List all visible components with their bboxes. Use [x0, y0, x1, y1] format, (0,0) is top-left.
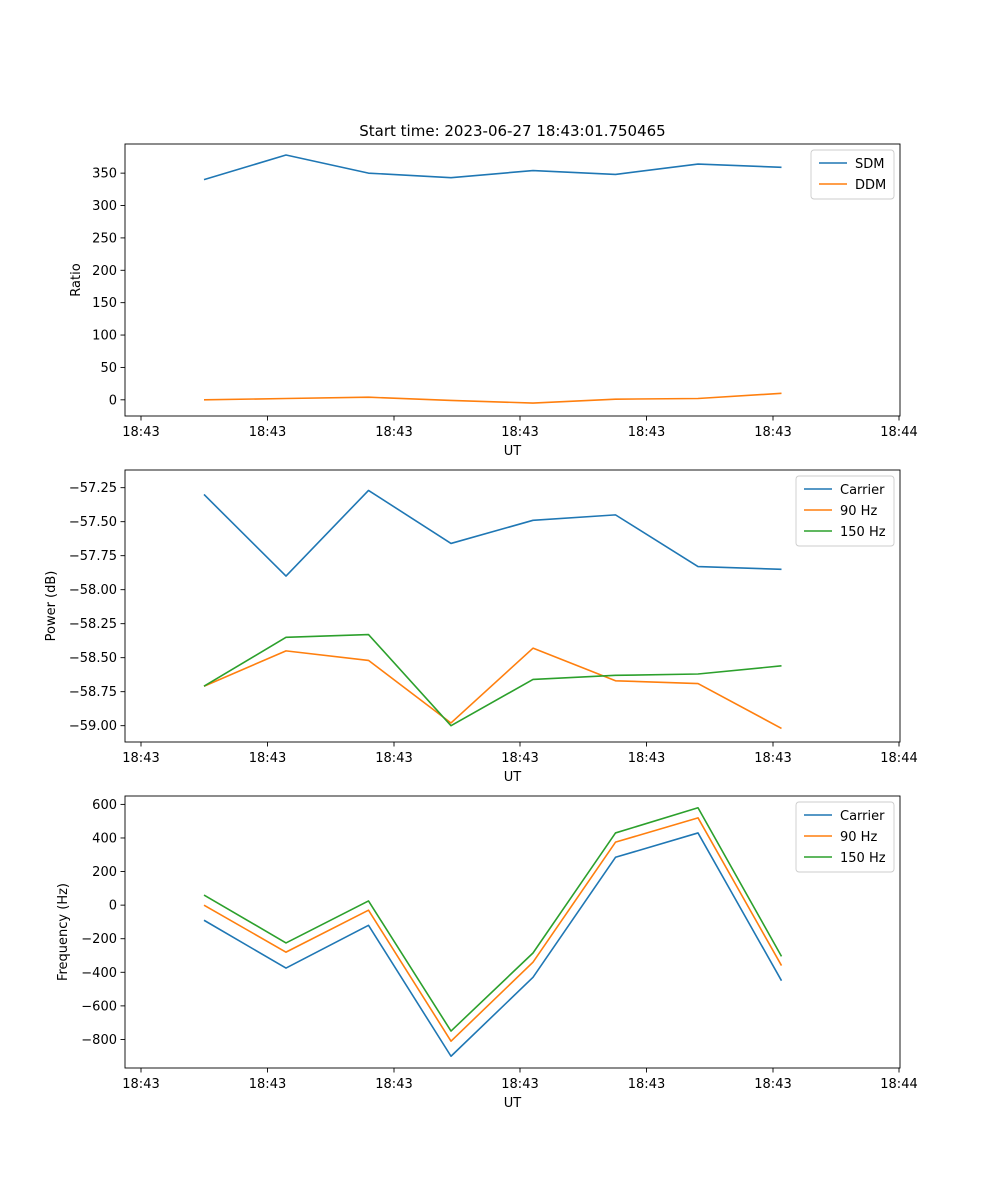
legend: Carrier 90 Hz 150 Hz — [795, 475, 895, 547]
x-tick-label: 18:44 — [880, 1077, 917, 1092]
axes-frame — [124, 143, 901, 417]
x-tick-label: 18:44 — [880, 751, 917, 766]
x-tick-label: 18:43 — [501, 1077, 538, 1092]
y-tick-label: 50 — [100, 361, 117, 376]
legend-label: 150 Hz — [840, 851, 886, 866]
series-line-2 — [203, 817, 783, 1042]
x-tick-label: 18:43 — [628, 1077, 665, 1092]
legend-label: 90 Hz — [840, 830, 877, 845]
x-tick-label: 18:43 — [501, 751, 538, 766]
x-tick-label: 18:43 — [375, 425, 412, 440]
y-tick-label: −800 — [81, 1033, 117, 1048]
x-tick-label: 18:43 — [122, 751, 159, 766]
series-line-3 — [203, 633, 782, 727]
x-axis-label: UT — [504, 1096, 522, 1111]
x-tick-label: 18:43 — [628, 751, 665, 766]
y-tick-label: −58.00 — [69, 583, 117, 598]
chart-panel-3: −800 −600 −400 −200 0 200 400 600 18:43 18:43 18:4… — [56, 795, 918, 1111]
legend-label: SDM — [855, 157, 884, 172]
x-tick-label: 18:43 — [628, 425, 665, 440]
figure-title: Start time: 2023-06-27 18:43:01.750465 — [359, 122, 665, 140]
series-line-3 — [203, 806, 783, 1032]
y-tick-label: 600 — [92, 798, 117, 813]
x-tick-label: 18:43 — [375, 751, 412, 766]
y-tick-label: 0 — [109, 899, 117, 914]
series-line-1 — [203, 832, 783, 1058]
x-axis-label: UT — [504, 444, 522, 459]
x-axis-label: UT — [504, 770, 522, 785]
y-tick-label: −200 — [81, 932, 117, 947]
y-tick-label: 0 — [109, 393, 117, 408]
y-tick-label: −57.25 — [69, 481, 117, 496]
series-line-2 — [203, 392, 782, 404]
y-tick-label: 100 — [92, 329, 117, 344]
x-tick-label: 18:43 — [754, 1077, 791, 1092]
x-tick-label: 18:43 — [249, 751, 286, 766]
chart-panel-1: 0 50 100 150 200 250 300 350 18:43 18:43 18:43 18:4… — [69, 143, 918, 459]
legend-label: 90 Hz — [840, 504, 877, 519]
y-tick-label: −58.25 — [69, 617, 117, 632]
x-tick-label: 18:43 — [249, 425, 286, 440]
x-tick-label: 18:43 — [754, 425, 791, 440]
y-tick-label: −57.50 — [69, 515, 117, 530]
x-tick-label: 18:43 — [754, 751, 791, 766]
legend-label: Carrier — [840, 809, 885, 824]
x-tick-label: 18:44 — [880, 425, 917, 440]
legend-label: DDM — [855, 178, 886, 193]
x-tick-label: 18:43 — [122, 425, 159, 440]
legend: Carrier 90 Hz 150 Hz — [795, 801, 895, 873]
x-tick-label: 18:43 — [249, 1077, 286, 1092]
y-tick-label: −59.00 — [69, 719, 117, 734]
y-tick-label: −57.75 — [69, 549, 117, 564]
y-tick-label: 200 — [92, 264, 117, 279]
legend-box — [795, 475, 895, 547]
y-tick-label: 300 — [92, 199, 117, 214]
legend-box — [795, 801, 895, 873]
y-axis-label: Frequency (Hz) — [56, 883, 71, 981]
y-tick-label: −600 — [81, 999, 117, 1014]
series-line-1 — [203, 154, 782, 181]
series-line-2 — [203, 647, 782, 730]
y-tick-label: 200 — [92, 865, 117, 880]
y-tick-label: −58.75 — [69, 685, 117, 700]
y-tick-label: 400 — [92, 831, 117, 846]
y-tick-label: −400 — [81, 966, 117, 981]
x-tick-label: 18:43 — [375, 1077, 412, 1092]
series-line-1 — [203, 489, 782, 577]
axes-frame — [124, 469, 901, 743]
x-tick-label: 18:43 — [501, 425, 538, 440]
x-tick-label: 18:43 — [122, 1077, 159, 1092]
y-axis-label: Power (dB) — [44, 571, 59, 642]
legend: SDM DDM — [810, 149, 895, 200]
y-tick-label: 150 — [92, 296, 117, 311]
chart-panel-2: −59.00 −58.75 −58.50 −58.25 −58.00 −57.75 −57.… — [44, 469, 918, 785]
y-axis-label: Ratio — [69, 263, 84, 296]
legend-label: 150 Hz — [840, 525, 886, 540]
axes-frame — [124, 795, 901, 1069]
y-tick-label: 350 — [92, 167, 117, 182]
legend-label: Carrier — [840, 483, 885, 498]
y-tick-label: −58.50 — [69, 651, 117, 666]
y-tick-label: 250 — [92, 231, 117, 246]
